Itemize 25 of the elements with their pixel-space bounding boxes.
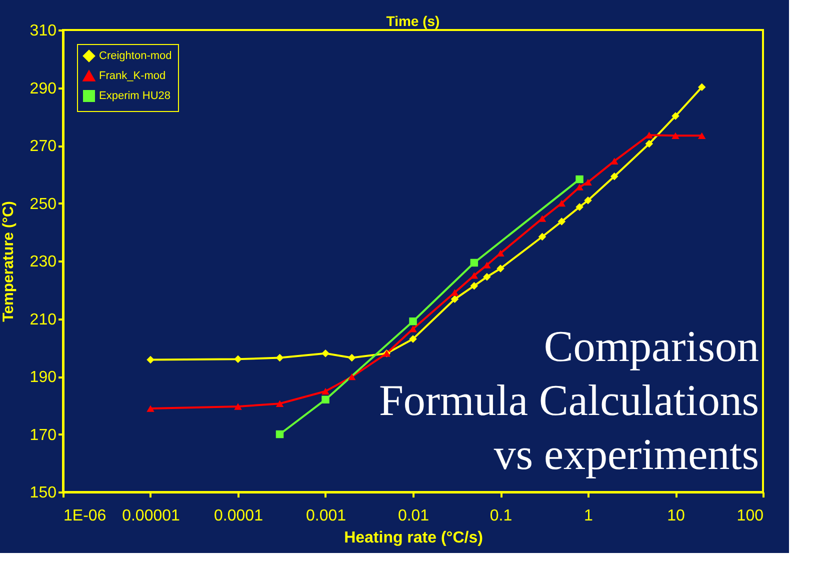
x-tick-label: 0.001 <box>306 508 346 524</box>
x-tick-label: 0.01 <box>398 508 430 524</box>
legend-label: Frank_K-mod <box>99 70 166 82</box>
y-tick-label: 150 <box>30 484 57 502</box>
legend-label: Creighton-mod <box>99 50 172 62</box>
y-axis-title: Temperature (°C) <box>0 201 17 322</box>
y-tick-label: 250 <box>30 196 57 213</box>
y-tick-label: 170 <box>30 426 57 444</box>
x-tick-label: 0.0001 <box>214 508 264 524</box>
x-axis-title: Heating rate (°C/s) <box>344 530 483 546</box>
y-tick-label: 230 <box>30 254 57 270</box>
y-tick-label: 290 <box>30 80 57 98</box>
legend-label: Experim HU28 <box>99 90 171 102</box>
x-tick-label: 1E-06 <box>64 508 106 524</box>
y-tick-label: 210 <box>30 311 57 328</box>
y-tick-label: 310 <box>30 22 57 40</box>
y-tick-label: 190 <box>30 369 57 386</box>
y-tick-label: 270 <box>30 138 57 155</box>
x-tick-label: 1 <box>584 508 594 524</box>
x-tick-label: 10 <box>667 508 685 524</box>
annotation: Comparison Formula Calculations vs experiments <box>378 322 759 479</box>
x-tick-label: 0.1 <box>490 508 512 524</box>
x-tick-label: 100 <box>736 508 764 524</box>
x2-axis-title: Time (s) <box>386 13 440 29</box>
x-tick-label: 0.00001 <box>122 508 180 524</box>
